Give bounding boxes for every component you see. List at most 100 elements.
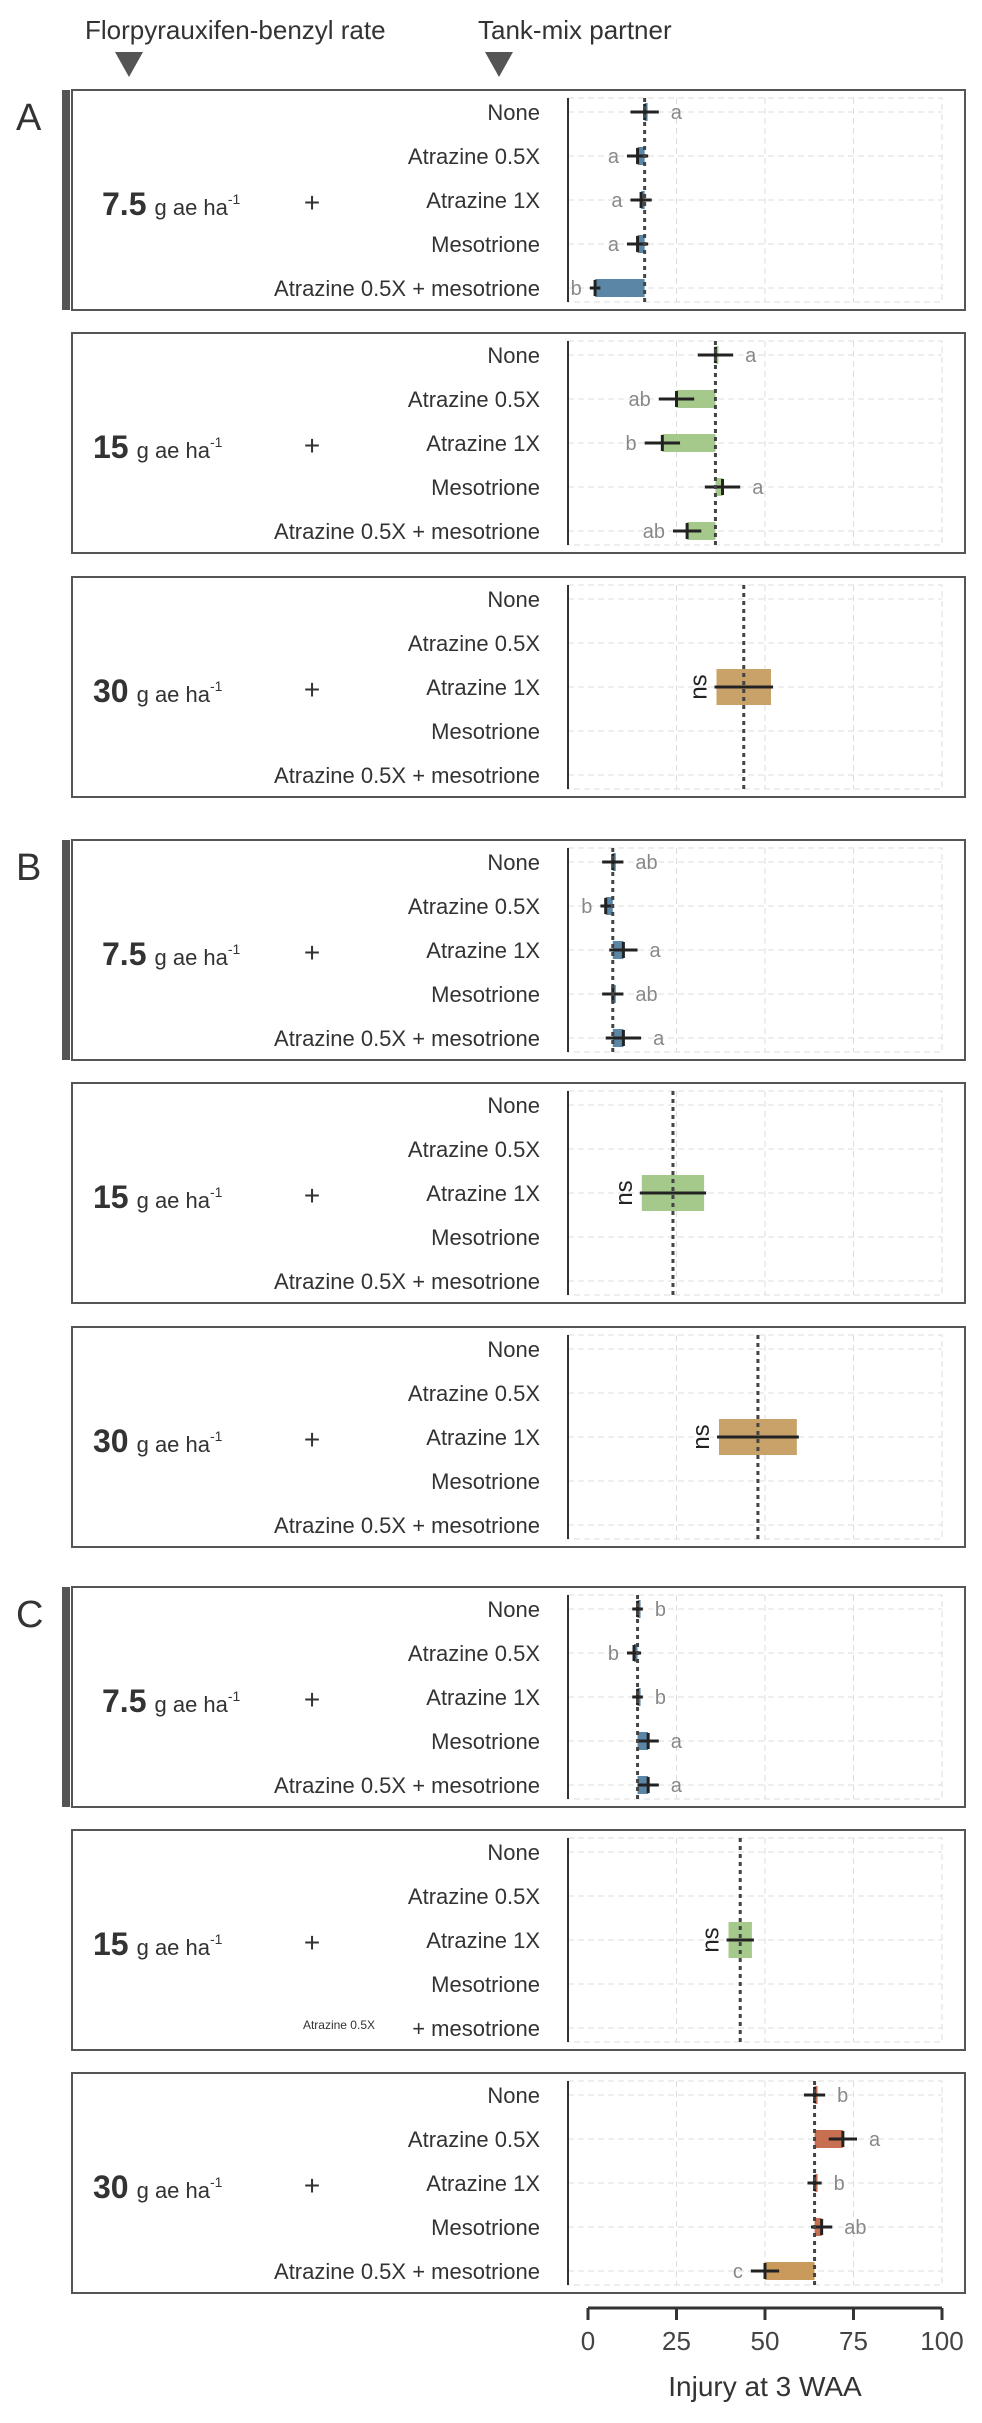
significance-letter: a xyxy=(650,940,662,962)
category-label: Mesotrione xyxy=(431,1729,540,1754)
rate-label: 15 g ae ha-1 xyxy=(93,1179,223,1215)
category-label: Atrazine 0.5X xyxy=(408,1137,540,1162)
category-label: Atrazine 1X xyxy=(426,1181,540,1206)
panel-frame xyxy=(71,1326,966,1548)
panel-frame xyxy=(71,332,966,554)
plus-sign: + xyxy=(304,1180,320,1211)
injury-bar xyxy=(676,390,716,408)
category-label-part: Atrazine 0.5X xyxy=(303,2018,375,2032)
plus-sign: + xyxy=(304,1927,320,1958)
category-label: None xyxy=(487,2083,540,2108)
category-label: Atrazine 0.5X + mesotrione xyxy=(274,1513,540,1538)
significance-letter: a xyxy=(608,146,620,168)
rate-highlight-bar xyxy=(62,1587,70,1807)
injury-bar xyxy=(765,2262,815,2280)
panel-rate-7-5: None Atrazine 0.5X Atrazine 1X Mesotrione At… xyxy=(62,89,966,311)
category-label: Atrazine 0.5X + mesotrione xyxy=(274,1026,540,1051)
rate-label: 7.5 g ae ha-1 xyxy=(102,186,241,222)
category-label: None xyxy=(487,100,540,125)
category-label: Atrazine 1X xyxy=(426,1685,540,1710)
category-label: None xyxy=(487,1337,540,1362)
plot-area-frame xyxy=(567,97,943,303)
significance-letter: c xyxy=(733,2261,743,2283)
partner-header-arrow-icon xyxy=(485,52,513,77)
x-tick-label: 75 xyxy=(839,2326,868,2356)
ns-label: ns xyxy=(698,1927,725,1952)
category-label: Atrazine 1X xyxy=(426,431,540,456)
panel-rate-30: None Atrazine 0.5X Atrazine 1X Mesotrione At… xyxy=(71,1326,966,1548)
partner-header-label: Tank-mix partner xyxy=(478,15,672,45)
ns-label: ns xyxy=(686,674,713,699)
significance-letter: b xyxy=(834,2173,845,2195)
plus-sign: + xyxy=(304,2170,320,2201)
rate-label: 30 g ae ha-1 xyxy=(93,673,223,709)
panel-rate-7-5: None Atrazine 0.5X Atrazine 1X Mesotrione At… xyxy=(62,1586,966,1808)
significance-letter: b xyxy=(655,1687,666,1709)
ns-label: ns xyxy=(688,1424,715,1449)
category-label: Mesotrione xyxy=(431,982,540,1007)
x-axis-title: Injury at 3 WAA xyxy=(668,2371,862,2402)
category-label: Atrazine 0.5X xyxy=(408,144,540,169)
category-label: Atrazine 0.5X + mesotrione xyxy=(274,763,540,788)
category-label: None xyxy=(487,343,540,368)
plot-area-frame xyxy=(567,1594,943,1800)
rate-label: 30 g ae ha-1 xyxy=(93,1423,223,1459)
significance-letter: a xyxy=(671,102,683,124)
category-label: Atrazine 1X xyxy=(426,675,540,700)
category-label: Atrazine 0.5X xyxy=(408,631,540,656)
section-label: C xyxy=(16,1594,43,1636)
category-label: None xyxy=(487,1840,540,1865)
significance-letter: a xyxy=(608,234,620,256)
plot-area-frame xyxy=(567,1837,943,2043)
section-a: A None Atrazine 0.5X Atrazine 1X Mesotrione A… xyxy=(16,89,966,798)
x-tick-label: 100 xyxy=(920,2326,963,2356)
section-label: B xyxy=(16,847,41,889)
category-label: Atrazine 0.5X xyxy=(408,2127,540,2152)
significance-letter: a xyxy=(653,1028,665,1050)
rate-label: 7.5 g ae ha-1 xyxy=(102,936,241,972)
significance-letter: ab xyxy=(844,2217,866,2239)
category-label: None xyxy=(487,850,540,875)
category-label: Atrazine 0.5X + mesotrione xyxy=(274,1773,540,1798)
category-label: Atrazine 0.5X + mesotrione xyxy=(274,1269,540,1294)
category-label: Atrazine 1X xyxy=(426,1928,540,1953)
plot-area-frame xyxy=(567,340,943,546)
category-label: Atrazine 0.5X + mesotrione xyxy=(274,276,540,301)
plus-sign: + xyxy=(304,430,320,461)
figure-header: Florpyrauxifen-benzyl rate Tank-mix part… xyxy=(85,15,672,77)
category-label: Mesotrione xyxy=(431,1225,540,1250)
rate-label: 30 g ae ha-1 xyxy=(93,2169,223,2205)
x-tick-label: 25 xyxy=(662,2326,691,2356)
significance-letter: b xyxy=(571,278,582,300)
category-label: Atrazine 0.5X + mesotrione xyxy=(274,519,540,544)
significance-letter: ab xyxy=(635,984,657,1006)
category-label: Mesotrione xyxy=(431,719,540,744)
category-label: Mesotrione xyxy=(431,2215,540,2240)
category-label: Atrazine 1X xyxy=(426,2171,540,2196)
plus-sign: + xyxy=(304,937,320,968)
panel-frame xyxy=(71,2072,966,2294)
plus-sign: + xyxy=(304,187,320,218)
x-tick-label: 50 xyxy=(751,2326,780,2356)
significance-letter: a xyxy=(671,1731,683,1753)
panel-rate-30: None Atrazine 0.5X Atrazine 1X Mesotrione At… xyxy=(71,576,966,798)
sections: A None Atrazine 0.5X Atrazine 1X Mesotrione A… xyxy=(16,89,966,2294)
category-label: Atrazine 1X xyxy=(426,188,540,213)
panel-frame xyxy=(71,1082,966,1304)
significance-letter: b xyxy=(626,433,637,455)
section-c: C None Atrazine 0.5X Atrazine 1X Mesotrione A… xyxy=(16,1586,966,2294)
panel-frame xyxy=(71,839,966,1061)
panel-rate-7-5: None Atrazine 0.5X Atrazine 1X Mesotrione At… xyxy=(62,839,966,1061)
category-label: Atrazine 0.5X xyxy=(408,894,540,919)
section-b: B None Atrazine 0.5X Atrazine 1X Mesotrione A… xyxy=(16,839,966,1548)
category-label: Atrazine 1X xyxy=(426,938,540,963)
plot-area-frame xyxy=(567,2080,943,2286)
category-label: Atrazine 0.5X + mesotrione xyxy=(274,2259,540,2284)
panel-rate-15: None Atrazine 0.5X Atrazine 1X Mesotrione At… xyxy=(71,1829,966,2051)
significance-letter: a xyxy=(611,190,623,212)
panel-frame xyxy=(71,1586,966,1808)
category-label: None xyxy=(487,1597,540,1622)
significance-letter: ab xyxy=(629,389,651,411)
plus-sign: + xyxy=(304,1684,320,1715)
injury-bar xyxy=(595,279,645,297)
